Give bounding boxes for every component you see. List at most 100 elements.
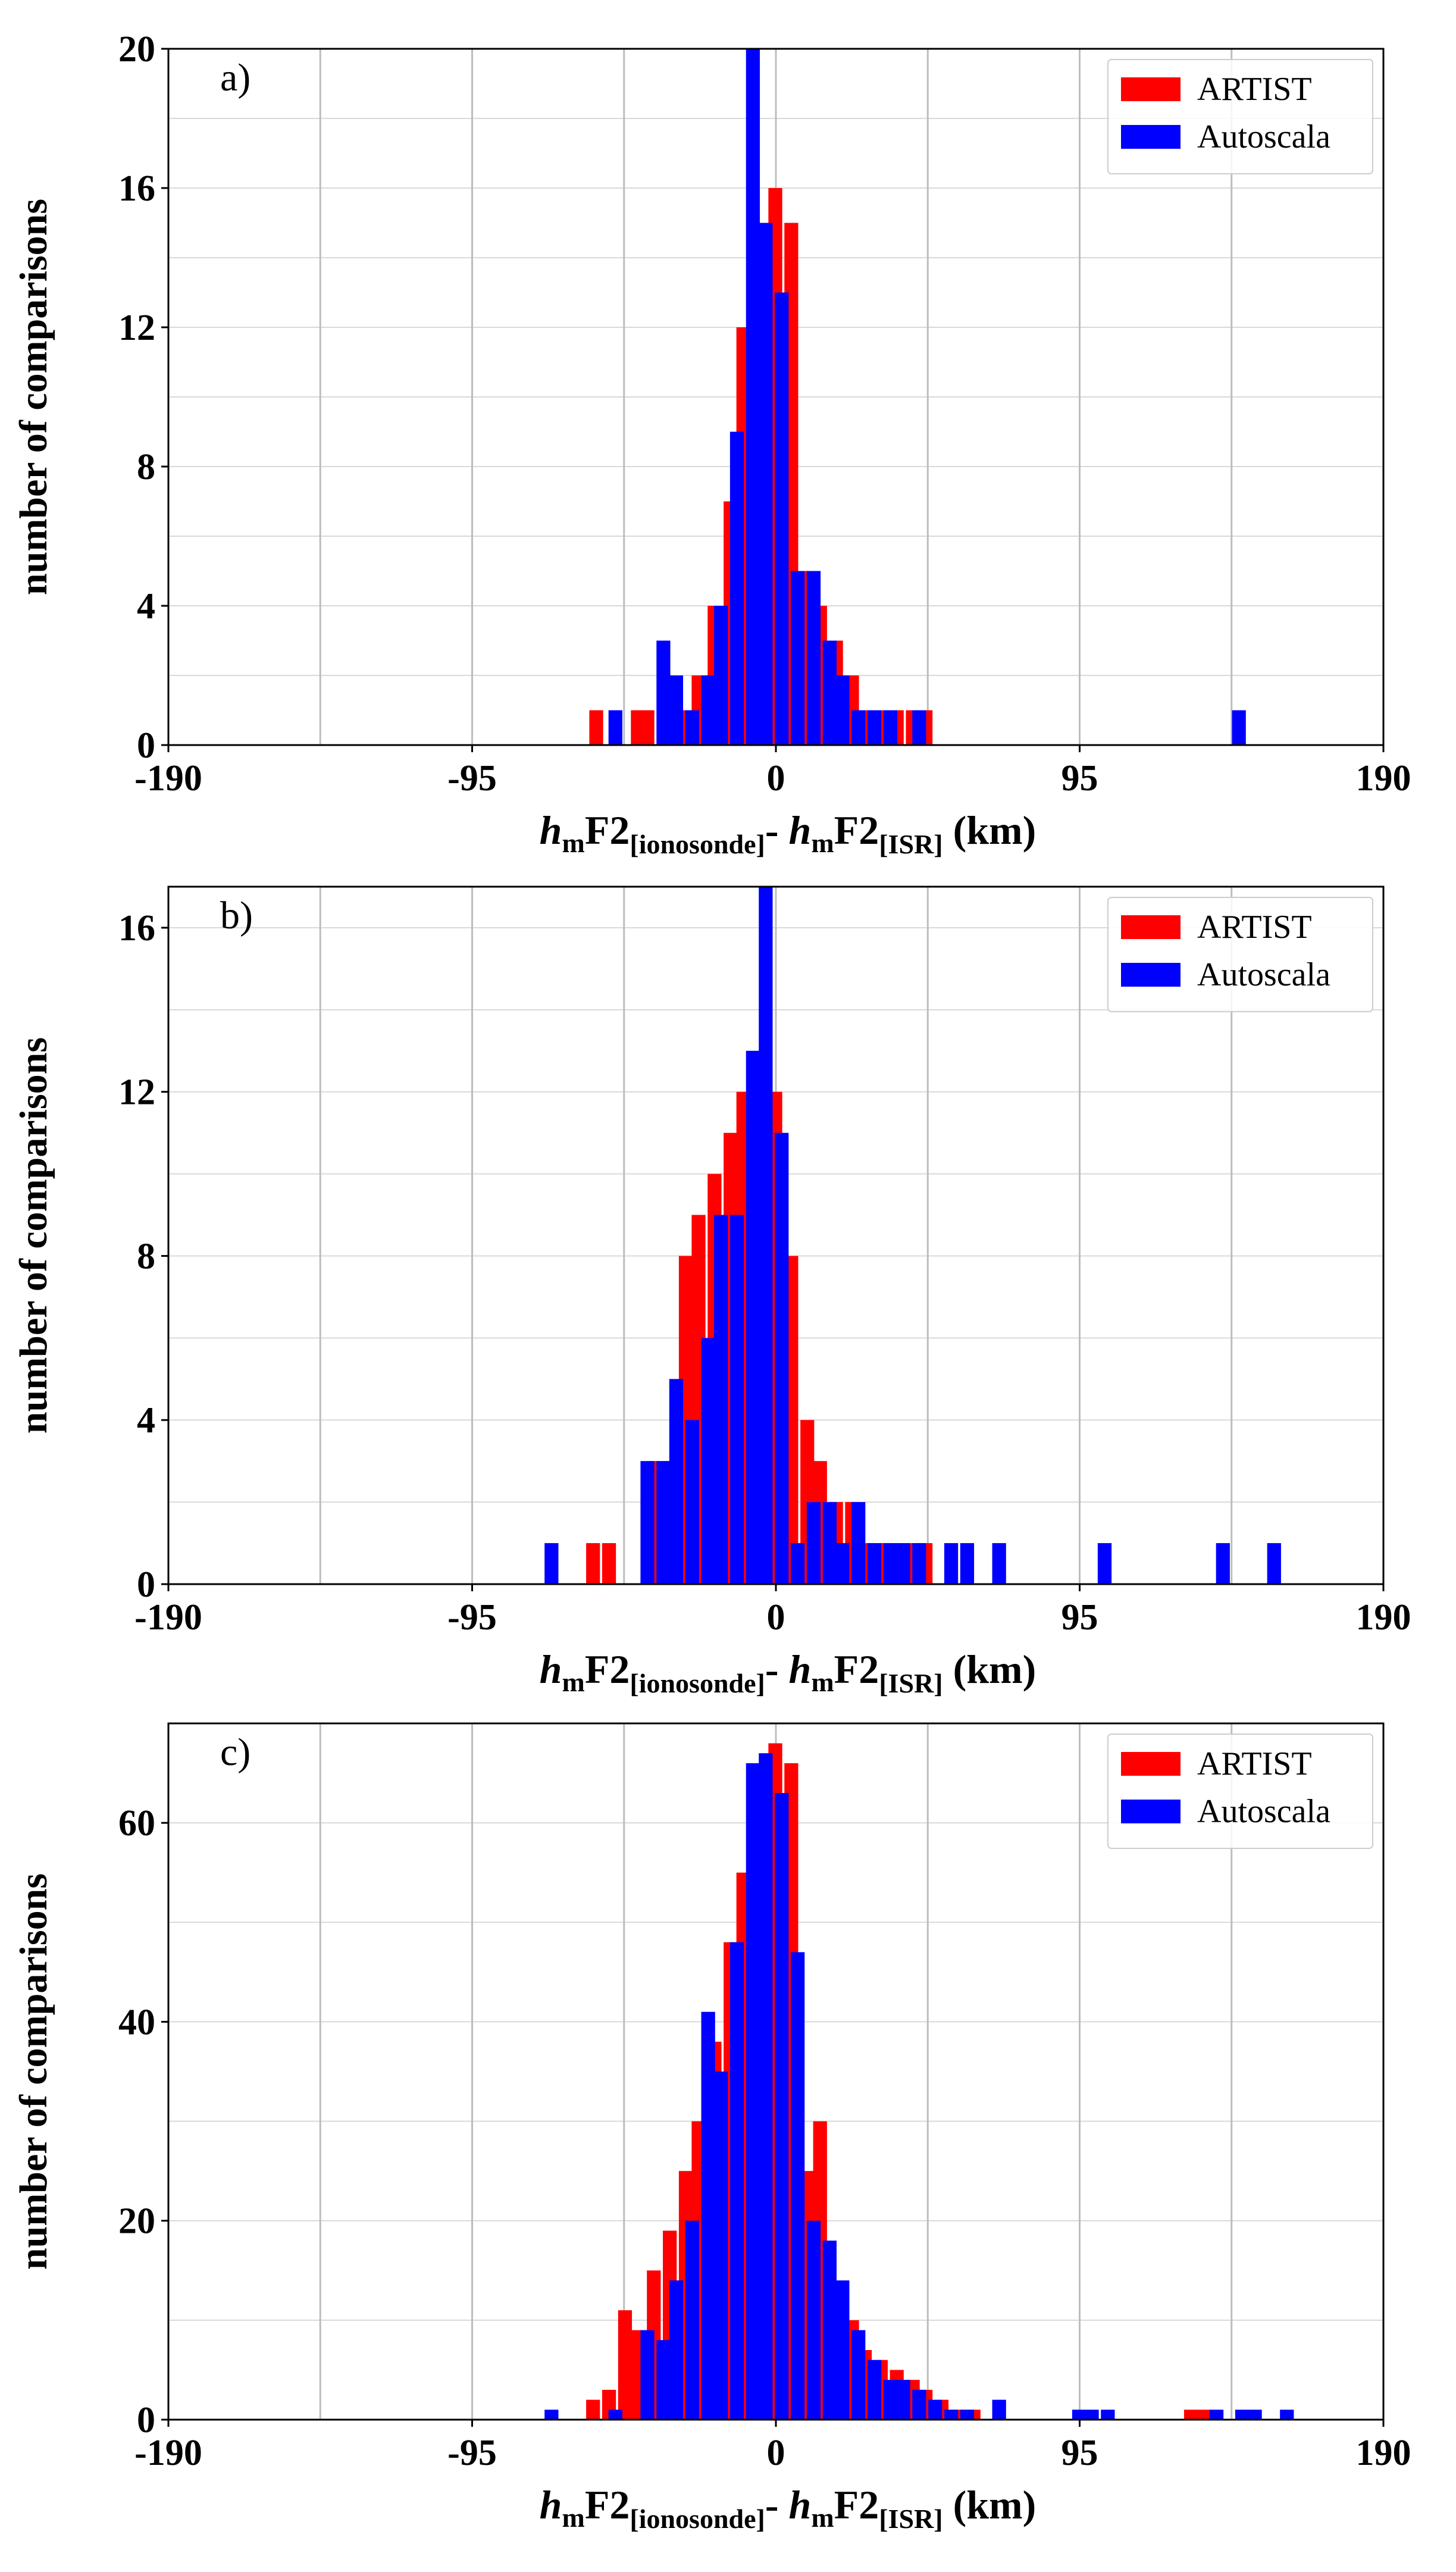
legend-swatch-autoscala <box>1121 963 1181 987</box>
legend-label-artist: ARTIST <box>1197 71 1312 108</box>
y-tick-label: 8 <box>137 447 155 487</box>
y-tick-label: 8 <box>137 1236 155 1276</box>
bar-autoscala <box>883 2380 898 2420</box>
x-axis-label: hmF2[ionosonde]- hmF2[ISR] (km) <box>540 1647 1037 1698</box>
bar-autoscala <box>656 2340 671 2420</box>
bar-autoscala <box>790 1952 805 2420</box>
bar-artist <box>618 2310 633 2420</box>
bar-autoscala <box>746 1050 760 1584</box>
x-axis-label: hmF2[ionosonde]- hmF2[ISR] (km) <box>540 808 1037 859</box>
y-tick-label: 16 <box>118 908 155 949</box>
bar-autoscala <box>912 2389 926 2420</box>
bar-autoscala <box>669 2280 684 2420</box>
bar-autoscala <box>851 2330 866 2420</box>
bar-autoscala <box>685 2220 699 2420</box>
bar-autoscala <box>1101 2410 1115 2420</box>
y-axis-label: number of comparisons <box>12 1037 55 1434</box>
x-tick-label: -190 <box>134 758 202 799</box>
bar-autoscala <box>822 1502 837 1584</box>
legend-swatch-artist <box>1121 1752 1181 1776</box>
bar-autoscala <box>851 1502 866 1584</box>
bar-autoscala <box>835 2280 850 2420</box>
x-tick-label: 190 <box>1356 758 1411 799</box>
bar-autoscala <box>992 1543 1006 1584</box>
bar-autoscala <box>729 431 744 745</box>
x-tick-label: 0 <box>767 758 785 799</box>
x-tick-label: -95 <box>447 2433 497 2473</box>
bar-autoscala <box>701 1338 715 1584</box>
bar-autoscala <box>759 223 773 745</box>
bar-autoscala <box>992 2399 1006 2420</box>
bar-autoscala <box>806 1502 821 1584</box>
bar-autoscala <box>960 2410 975 2420</box>
panel-label: b) <box>220 894 253 937</box>
bar-autoscala <box>896 2380 910 2420</box>
bar-autoscala <box>1209 2410 1224 2420</box>
bar-autoscala <box>806 2220 821 2420</box>
y-tick-label: 4 <box>137 586 155 627</box>
bar-autoscala <box>1097 1543 1112 1584</box>
bar-autoscala <box>867 2360 882 2420</box>
bar-autoscala <box>729 1215 744 1584</box>
histogram-panel-b: -190 -95 0 95 190 0 4 8 12 16 b) number of compar… <box>12 886 1411 1698</box>
bar-autoscala <box>960 1543 975 1584</box>
x-tick-label: 95 <box>1062 758 1098 799</box>
bar-autoscala <box>822 2241 837 2420</box>
x-tick-label: 0 <box>767 2433 785 2473</box>
x-tick-label: 0 <box>767 1597 785 1638</box>
y-tick-label: 0 <box>137 725 155 766</box>
x-axis-label: hmF2[ionosonde]- hmF2[ISR] (km) <box>540 2482 1037 2534</box>
bar-autoscala <box>544 2410 559 2420</box>
x-tick-label: 95 <box>1062 1597 1098 1638</box>
bar-autoscala <box>669 675 684 745</box>
legend-swatch-autoscala <box>1121 1800 1181 1823</box>
x-tick-label: -95 <box>447 1597 497 1638</box>
bar-autoscala <box>640 2330 655 2420</box>
bar-autoscala <box>896 1543 910 1584</box>
bar-artist <box>586 1543 600 1584</box>
y-tick-label: 12 <box>118 1072 155 1113</box>
bar-autoscala <box>544 1543 559 1584</box>
x-tick-label: 190 <box>1356 1597 1411 1638</box>
bar-autoscala <box>640 1461 655 1584</box>
histogram-panel-a: -190 -95 0 95 190 0 4 8 12 16 20 a) number of comp… <box>12 29 1411 859</box>
bar-autoscala <box>1085 2410 1099 2420</box>
bar-autoscala <box>714 2072 728 2420</box>
y-tick-label: 4 <box>137 1400 155 1441</box>
bar-autoscala <box>775 292 789 745</box>
y-tick-label: 12 <box>118 308 155 348</box>
bar-autoscala <box>1248 2410 1262 2420</box>
y-tick-label: 0 <box>137 2400 155 2440</box>
legend-label-artist: ARTIST <box>1197 909 1312 946</box>
bar-artist <box>640 710 655 745</box>
y-tick-label: 40 <box>118 2002 155 2042</box>
y-tick-label: 60 <box>118 1803 155 1844</box>
bar-artist <box>1183 2410 1198 2420</box>
bar-autoscala <box>1216 1543 1230 1584</box>
bar-autoscala <box>867 1543 882 1584</box>
bar-autoscala <box>701 2011 715 2420</box>
bar-autoscala <box>1267 1543 1281 1584</box>
bar-autoscala <box>729 1942 744 2420</box>
bar-autoscala <box>759 887 773 1584</box>
bar-artist <box>1197 2410 1211 2420</box>
legend: ARTIST Autoscala <box>1107 1734 1373 1849</box>
bar-autoscala <box>746 1763 760 2420</box>
x-tick-label: -190 <box>134 1597 202 1638</box>
bar-autoscala <box>835 675 850 745</box>
y-tick-label: 16 <box>118 168 155 209</box>
bar-autoscala <box>790 571 805 745</box>
bar-autoscala <box>835 1543 850 1584</box>
bar-autoscala <box>883 1543 898 1584</box>
legend-label-artist: ARTIST <box>1197 1745 1312 1782</box>
bar-autoscala <box>806 571 821 745</box>
bar-autoscala <box>1232 710 1246 745</box>
x-tick-label: 190 <box>1356 2433 1411 2473</box>
bar-autoscala <box>746 49 760 745</box>
legend-label-autoscala: Autoscala <box>1197 956 1330 993</box>
bar-artist <box>589 710 603 745</box>
y-axis-label: number of comparisons <box>12 199 55 595</box>
bar-autoscala <box>759 1753 773 2420</box>
y-tick-label: 20 <box>118 2201 155 2242</box>
panel-label: c) <box>220 1731 251 1774</box>
